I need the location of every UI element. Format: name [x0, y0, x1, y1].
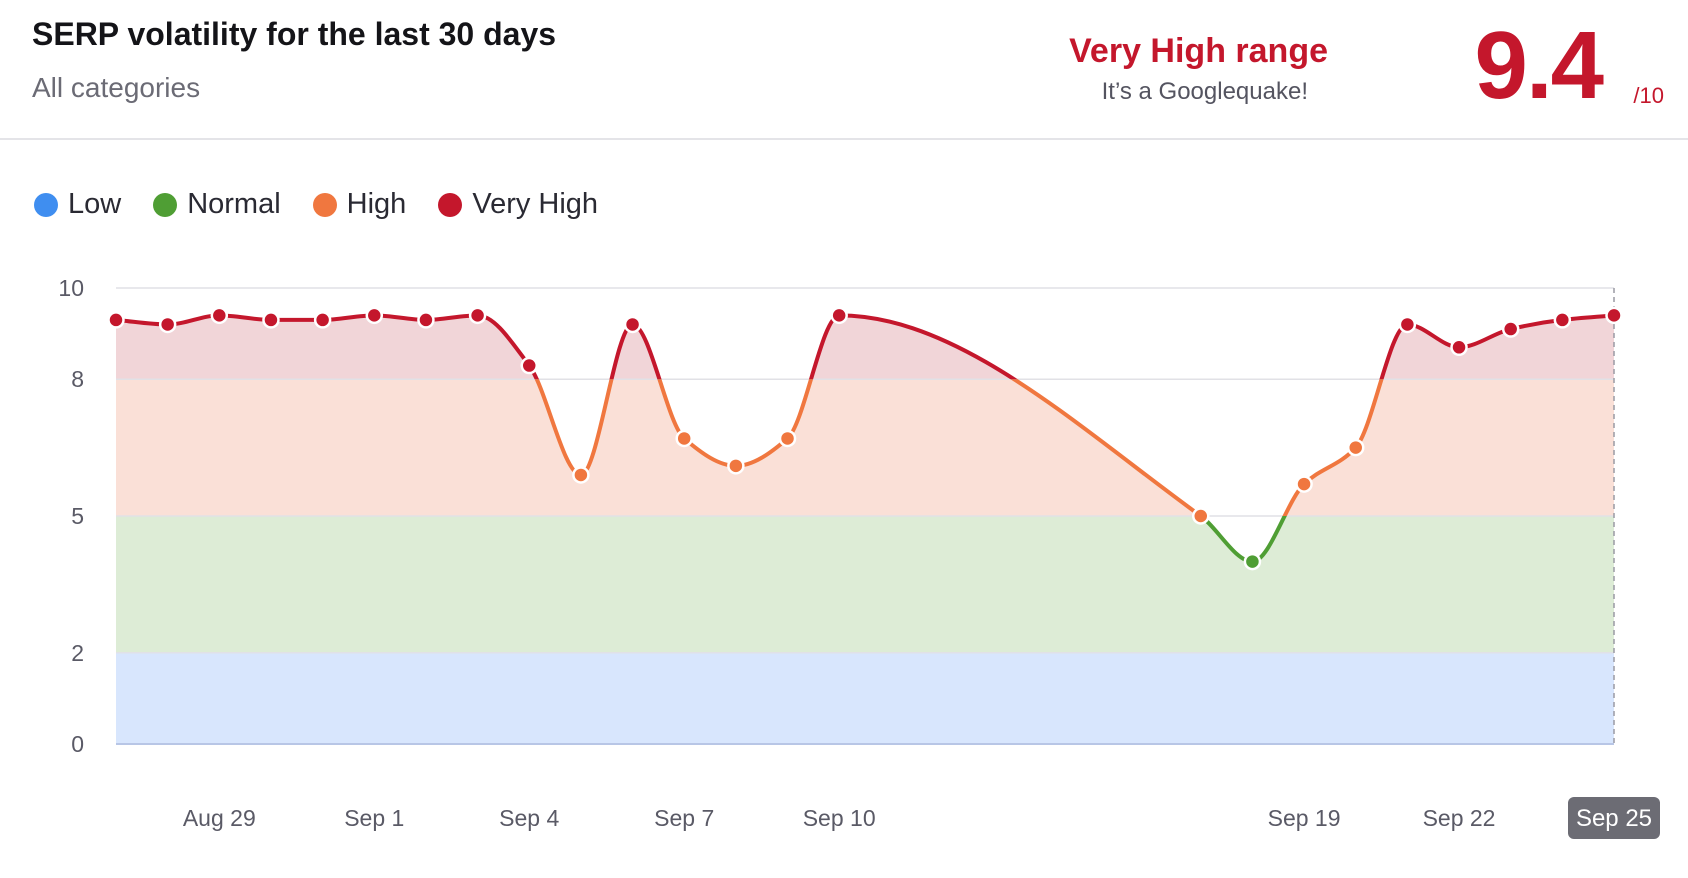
legend-label: High	[346, 188, 407, 220]
data-point	[158, 315, 177, 334]
y-tick-label: 8	[71, 366, 84, 392]
data-point	[1192, 507, 1210, 525]
data-point	[1605, 306, 1623, 325]
band-high	[116, 379, 1614, 516]
x-tick-label: Sep 7	[654, 805, 714, 831]
y-tick-label: 0	[71, 731, 84, 757]
data-point	[675, 429, 693, 448]
volatility-line-chart[interactable]: 0 2 5 8 10 Aug 29 Sep 1 Sep 4 Sep 7 Sep 10 Sep 19 S…	[0, 250, 1688, 870]
data-point	[1346, 438, 1365, 457]
legend-label: Normal	[187, 188, 281, 220]
x-tick-label: Sep 19	[1268, 805, 1341, 831]
x-tick-label: Sep 22	[1423, 805, 1496, 831]
range-label: Very High range	[1069, 32, 1328, 70]
x-tick-label: Sep 1	[344, 805, 404, 831]
x-tick-label: Aug 29	[183, 805, 256, 831]
data-point	[262, 311, 280, 329]
band-normal	[116, 516, 1614, 653]
legend-dot-icon	[153, 192, 178, 217]
legend-label: Very High	[472, 188, 599, 220]
series-line-very-high	[115, 313, 1615, 380]
x-tick-label: Sep 10	[803, 805, 876, 831]
x-tick-label-current: Sep 25	[1576, 805, 1652, 832]
data-point	[417, 311, 435, 329]
x-tick-highlight	[1568, 797, 1660, 839]
chart-title: SERP volatility for the last 30 days	[32, 16, 557, 52]
x-tick-label: Sep 4	[499, 805, 559, 831]
data-point	[830, 306, 848, 325]
data-point	[468, 306, 487, 325]
volatility-score: 9.4	[1474, 12, 1604, 119]
data-point	[727, 457, 745, 475]
legend-dot-icon	[34, 192, 58, 217]
data-point	[107, 311, 125, 329]
data-point	[1295, 475, 1313, 493]
data-point	[520, 356, 538, 375]
y-tick-label: 10	[58, 275, 84, 301]
data-point	[313, 311, 332, 329]
legend-item-low[interactable]: Low	[34, 188, 121, 221]
legend-item-very-high[interactable]: Very High	[438, 188, 598, 221]
data-point	[1501, 320, 1520, 338]
category-filter-label[interactable]: All categories	[32, 72, 201, 103]
data-point	[778, 429, 797, 448]
y-tick-label: 2	[71, 640, 84, 666]
chart-header: SERP volatility for the last 30 days All…	[0, 0, 1688, 140]
band-very-high	[116, 315, 1614, 380]
data-point	[1398, 315, 1417, 334]
legend-dot-icon	[312, 192, 337, 217]
data-point	[1553, 311, 1572, 329]
band-low	[116, 652, 1614, 744]
data-point	[1450, 338, 1468, 357]
legend-item-normal[interactable]: Normal	[153, 188, 281, 221]
chart-legend: Low Normal High Very High	[34, 188, 598, 221]
volatility-score-max: /10	[1633, 83, 1664, 108]
range-description: It’s a Googlequake!	[1101, 78, 1308, 105]
data-point	[210, 306, 229, 325]
y-tick-label: 5	[71, 503, 84, 529]
legend-item-high[interactable]: High	[312, 188, 407, 221]
data-point	[572, 466, 590, 484]
legend-dot-icon	[438, 192, 463, 217]
data-point	[1243, 552, 1262, 571]
data-point	[623, 315, 642, 334]
data-point	[365, 306, 384, 325]
legend-label: Low	[68, 188, 122, 220]
